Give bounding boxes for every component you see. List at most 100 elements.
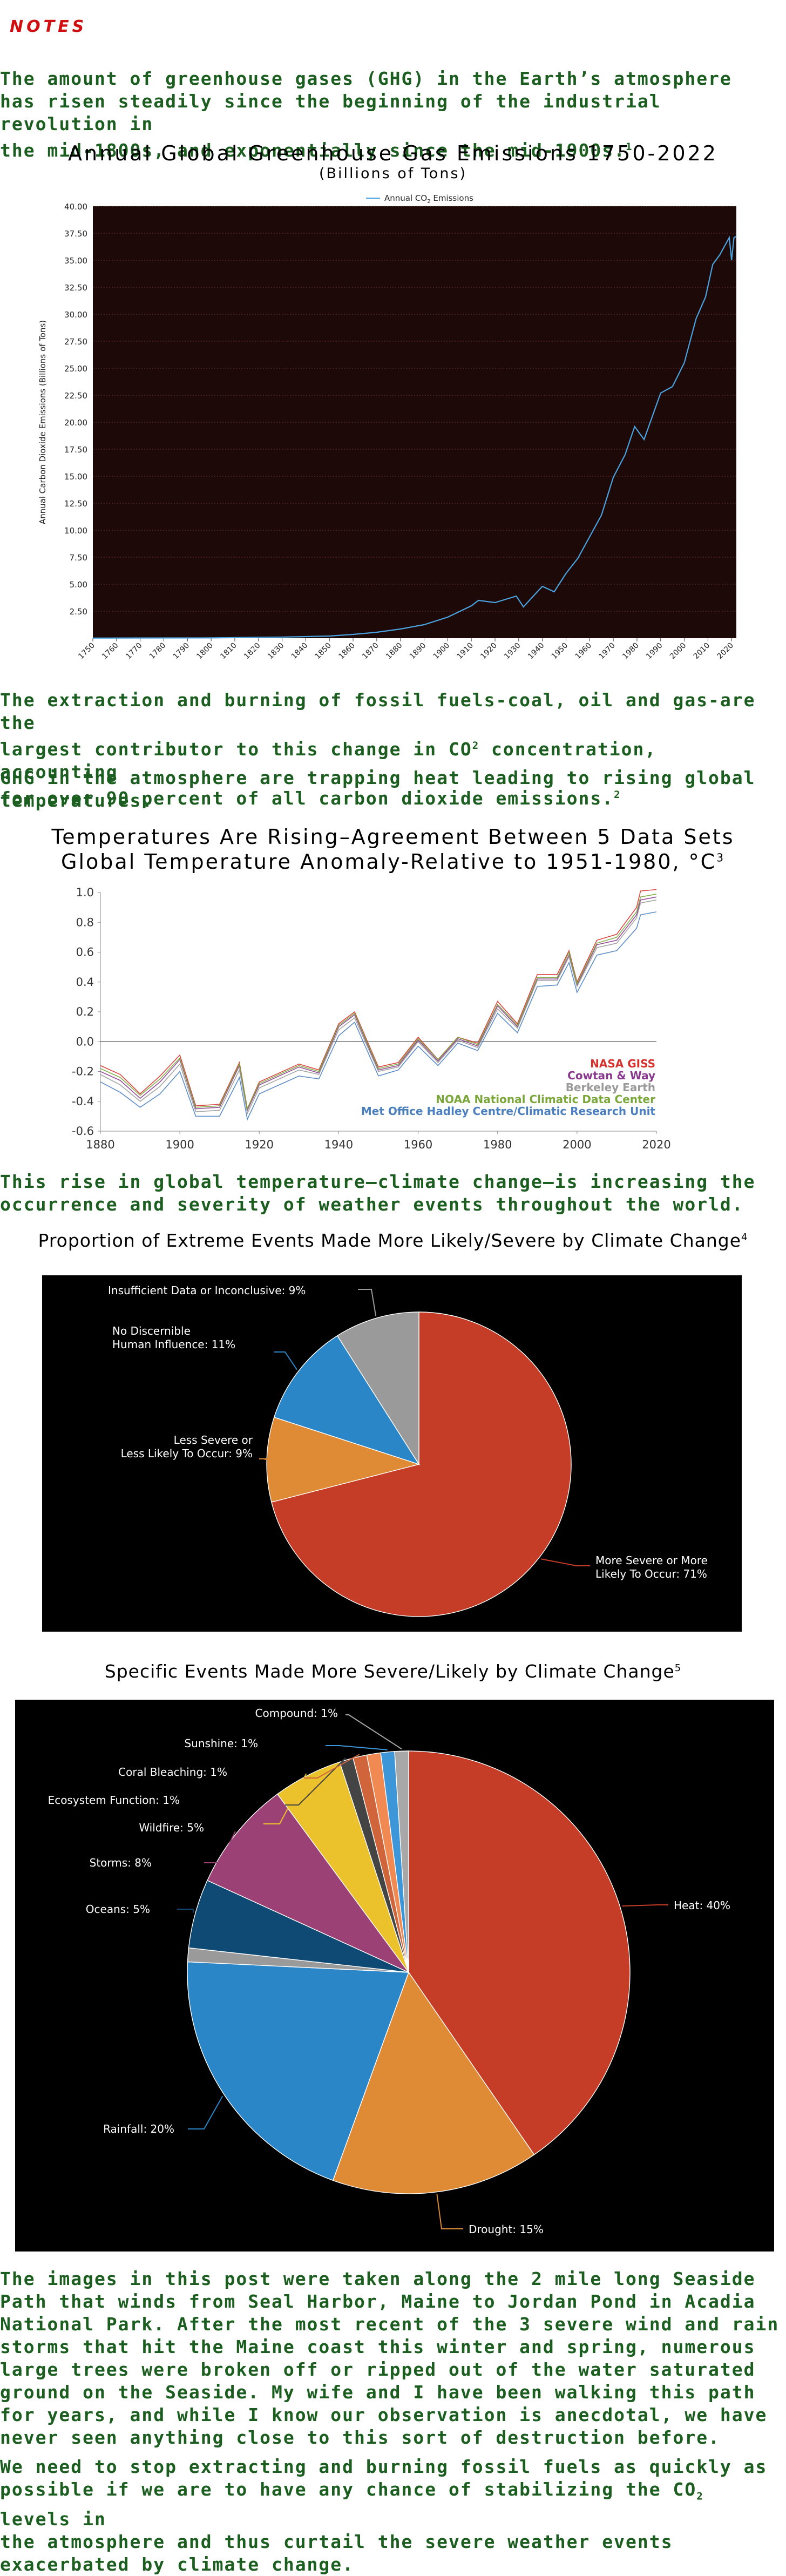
conclusion-line: exacerbated by climate change. (0, 2554, 354, 2575)
y-tick-label: 0.4 (76, 976, 94, 989)
x-tick-label: 1960 (404, 1138, 432, 1151)
x-tick-label: 1850 (314, 641, 334, 661)
y-axis-label: Annual Carbon Dioxide Emissions (Billion… (38, 320, 48, 524)
seaside-line: National Park. After the most recent of … (0, 2314, 779, 2335)
x-tick-label: 1900 (165, 1138, 194, 1151)
y-tick-label: 5.00 (70, 580, 87, 590)
x-tick-label: 1880 (384, 641, 404, 661)
x-tick-label: 1760 (100, 641, 120, 661)
slice-label: Likely To Occur: 71% (595, 1567, 707, 1580)
emissions-line-chart: 2.505.007.5010.0012.5015.0017.5020.0022.… (0, 184, 786, 675)
slice-label: Ecosystem Function: 1% (48, 1794, 180, 1807)
specific-events-title: Specific Events Made More Severe/Likely … (105, 1661, 675, 1682)
legend-text: Annual CO (384, 193, 427, 203)
x-tick-label: 1840 (290, 641, 310, 661)
notes-heading: NOTES (10, 17, 87, 36)
y-tick-label: 10.00 (64, 526, 87, 536)
slice-label: Storms: 8% (90, 1856, 152, 1869)
slice-label: Rainfall: 20% (103, 2122, 174, 2135)
specific-events-pie-chart: Heat: 40%Drought: 15%Rainfall: 20%Oceans… (15, 1700, 774, 2252)
seaside-path-paragraph: The images in this post were taken along… (0, 2268, 786, 2449)
legend-label: Cowtan & Way (567, 1069, 655, 1082)
y-tick-label: 35.00 (64, 256, 87, 266)
conclusion-line: the atmosphere and thus curtail the seve… (0, 2531, 673, 2552)
legend-label: NASA GISS (590, 1057, 655, 1070)
y-tick-label: 2.50 (70, 607, 87, 617)
x-tick-label: 1940 (324, 1138, 353, 1151)
footnote-ref: 5 (675, 1662, 681, 1674)
climate-line: occurrence and severity of weather event… (0, 1194, 744, 1215)
seaside-line: The images in this post were taken along… (0, 2268, 756, 2289)
y-tick-label: 25.00 (64, 364, 87, 374)
y-tick-label: 37.50 (64, 229, 87, 239)
x-tick-label: 1980 (483, 1138, 512, 1151)
seaside-line: never seen anything close to this sort o… (0, 2427, 720, 2448)
ghg-line: GHG in the atmosphere are trapping heat … (0, 767, 756, 788)
y-tick-label: 20.00 (64, 418, 87, 428)
conclusion-line: We need to stop extracting and burning f… (0, 2456, 767, 2477)
slice-label: Drought: 15% (469, 2223, 544, 2236)
fossil-line: The extraction and burning of fossil fue… (0, 689, 756, 733)
intro-line: The amount of greenhouse gases (GHG) in … (0, 68, 732, 89)
legend-label: Berkeley Earth (566, 1081, 655, 1094)
y-tick-label: 40.00 (64, 202, 87, 212)
footnote-ref: 3 (716, 851, 725, 864)
x-tick-label: 1750 (77, 641, 97, 661)
slice-label: Sunshine: 1% (184, 1737, 258, 1750)
emissions-chart-subtitle: (Billions of Tons) (0, 165, 786, 182)
intro-line: has risen steadily since the beginning o… (0, 91, 661, 134)
slice-label: Coral Bleaching: 1% (118, 1766, 227, 1779)
temperature-chart-subtitle-wrap: Global Temperature Anomaly-Relative to 1… (0, 850, 786, 874)
specific-events-title-wrap: Specific Events Made More Severe/Likely … (0, 1661, 786, 1682)
temperature-chart-title: Temperatures Are Rising–Agreement Betwee… (0, 825, 786, 849)
seaside-line: for years, and while I know our observat… (0, 2404, 767, 2425)
co2-superscript: 2 (472, 740, 479, 752)
extreme-events-title: Proportion of Extreme Events Made More L… (38, 1230, 742, 1251)
x-tick-label: 1960 (574, 641, 594, 661)
x-tick-label: 1990 (645, 641, 665, 661)
legend-label: Met Office Hadley Centre/Climatic Resear… (361, 1105, 656, 1118)
footnote-ref: 4 (741, 1232, 748, 1243)
y-tick-label: 32.50 (64, 283, 87, 293)
slice-label: No Discernible (112, 1324, 191, 1337)
ghg-paragraph: GHG in the atmosphere are trapping heat … (0, 767, 786, 812)
conclusion-line: possible if we are to have any chance of… (0, 2479, 696, 2500)
fossil-line: largest contributor to this change in CO (0, 739, 472, 760)
x-tick-label: 1780 (148, 641, 168, 661)
slice-label: Wildfire: 5% (139, 1821, 204, 1834)
slice-label: Compound: 1% (255, 1707, 338, 1720)
climate-change-paragraph: This rise in global temperature–climate … (0, 1171, 786, 1216)
y-tick-label: 0.2 (76, 1005, 94, 1018)
slice-label: Oceans: 5% (86, 1903, 150, 1916)
legend-label: Annual CO2 Emissions (384, 193, 473, 205)
x-tick-label: 1770 (124, 641, 144, 661)
seaside-line: ground on the Seaside. My wife and I hav… (0, 2382, 756, 2403)
x-tick-label: 1810 (219, 641, 239, 661)
y-tick-label: 17.50 (64, 445, 87, 455)
legend-label: NOAA National Climatic Data Center (436, 1093, 655, 1106)
x-tick-label: 1920 (245, 1138, 274, 1151)
slice-label: Human Influence: 11% (112, 1338, 235, 1351)
seaside-line: large trees were broken off or ripped ou… (0, 2359, 756, 2380)
y-tick-label: 12.50 (64, 499, 87, 509)
extreme-events-title-wrap: Proportion of Extreme Events Made More L… (0, 1230, 786, 1251)
x-tick-label: 1930 (503, 641, 523, 661)
climate-line: This rise in global temperature–climate … (0, 1171, 756, 1192)
x-tick-label: 1970 (597, 641, 617, 661)
conclusion-paragraph: We need to stop extracting and burning f… (0, 2456, 786, 2576)
seaside-line: Path that winds from Seal Harbor, Maine … (0, 2291, 756, 2312)
y-tick-label: -0.6 (72, 1125, 94, 1138)
x-tick-label: 1890 (408, 641, 428, 661)
x-tick-label: 1920 (479, 641, 499, 661)
x-tick-label: 1980 (621, 641, 641, 661)
x-tick-label: 1910 (455, 641, 475, 661)
seaside-line: storms that hit the Maine coast this win… (0, 2336, 756, 2357)
x-tick-label: 1870 (361, 641, 381, 661)
y-tick-label: 1.0 (76, 886, 94, 899)
x-tick-label: 2010 (692, 641, 712, 661)
slice-label: Less Severe or (174, 1434, 253, 1446)
slice-label: Less Likely To Occur: 9% (121, 1447, 253, 1460)
x-tick-label: 2000 (563, 1138, 591, 1151)
temperature-chart-subtitle: Global Temperature Anomaly-Relative to 1… (61, 850, 716, 874)
